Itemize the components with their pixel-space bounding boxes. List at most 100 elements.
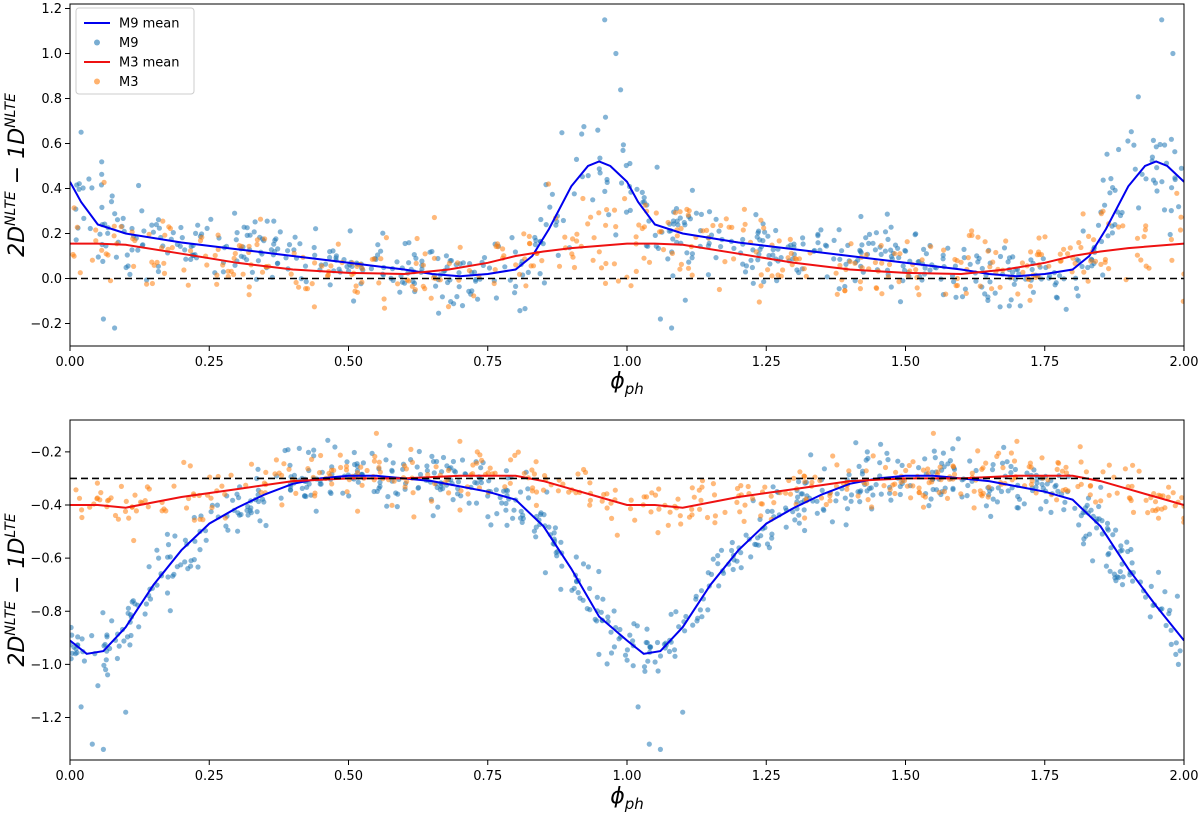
scatter-point-m9 bbox=[1033, 484, 1039, 490]
scatter-point-m9 bbox=[647, 644, 653, 650]
scatter-point-m3 bbox=[1092, 258, 1099, 264]
scatter-point-m3 bbox=[1061, 246, 1067, 252]
scatter-point-m9 bbox=[511, 507, 517, 513]
scatter-point-m3 bbox=[985, 248, 991, 254]
scatter-point-m9 bbox=[105, 672, 111, 678]
scatter-point-m3 bbox=[413, 260, 419, 266]
scatter-point-m3 bbox=[465, 491, 471, 497]
scatter-point-m3 bbox=[596, 210, 602, 216]
scatter-point-m9 bbox=[129, 247, 135, 253]
scatter-point-m9 bbox=[520, 515, 526, 522]
scatter-point-m3 bbox=[236, 243, 242, 249]
scatter-point-m9 bbox=[1149, 154, 1155, 160]
scatter-point-m3 bbox=[376, 280, 382, 286]
scatter-point-m3 bbox=[842, 287, 848, 294]
scatter-point-m9 bbox=[895, 458, 901, 464]
scatter-point-m9 bbox=[748, 554, 754, 560]
scatter-point-m3 bbox=[93, 227, 99, 233]
scatter-point-m9 bbox=[555, 252, 561, 258]
scatter-point-m9 bbox=[183, 256, 189, 262]
scatter-point-m9 bbox=[884, 450, 890, 456]
scatter-point-m3 bbox=[254, 241, 260, 248]
scatter-point-m3 bbox=[1046, 263, 1052, 269]
scatter-point-m9 bbox=[646, 741, 652, 747]
y-axis-title-superscript: LTE bbox=[3, 513, 19, 537]
scatter-point-m9 bbox=[1008, 470, 1014, 476]
scatter-point-m3 bbox=[428, 295, 434, 301]
scatter-point-m9 bbox=[458, 493, 464, 499]
scatter-point-m3 bbox=[359, 482, 365, 488]
scatter-point-m9 bbox=[742, 269, 749, 275]
scatter-point-m3 bbox=[1042, 234, 1048, 240]
scatter-point-m9 bbox=[844, 506, 851, 512]
scatter-point-m9 bbox=[478, 465, 484, 471]
x-axis-title-symbol: ϕ bbox=[610, 369, 625, 394]
scatter-point-m9 bbox=[255, 466, 261, 472]
scatter-point-m3 bbox=[1174, 190, 1180, 196]
scatter-point-m9 bbox=[1055, 488, 1061, 494]
scatter-point-m9 bbox=[1046, 275, 1052, 281]
scatter-point-m3 bbox=[665, 219, 671, 226]
scatter-point-m3 bbox=[604, 207, 610, 213]
scatter-point-m3 bbox=[1028, 481, 1034, 488]
scatter-point-m9 bbox=[494, 510, 500, 517]
scatter-point-m3 bbox=[952, 256, 958, 263]
scatter-point-m9 bbox=[1012, 466, 1019, 473]
scatter-point-m9 bbox=[627, 160, 633, 167]
scatter-point-m3 bbox=[897, 251, 903, 257]
scatter-point-m3 bbox=[797, 469, 803, 475]
legend-marker-swatch bbox=[94, 39, 100, 46]
scatter-point-m3 bbox=[1011, 458, 1018, 464]
scatter-point-m3 bbox=[983, 460, 989, 466]
scatter-point-m3 bbox=[801, 266, 807, 272]
scatter-point-m3 bbox=[913, 267, 919, 273]
scatter-point-m3 bbox=[199, 234, 205, 240]
scatter-point-m9 bbox=[543, 222, 549, 228]
scatter-point-m9 bbox=[878, 251, 884, 257]
scatter-point-m3 bbox=[689, 485, 695, 491]
scatter-point-m9 bbox=[800, 241, 806, 247]
scatter-point-m3 bbox=[817, 478, 823, 484]
scatter-point-m3 bbox=[1170, 490, 1176, 496]
scatter-point-m9 bbox=[848, 498, 854, 504]
scatter-point-m3 bbox=[377, 469, 383, 475]
series-m3-mean-line bbox=[70, 474, 1184, 509]
scatter-point-m3 bbox=[181, 267, 187, 273]
scatter-point-m3 bbox=[208, 495, 214, 501]
scatter-point-m3 bbox=[1078, 459, 1084, 465]
scatter-point-m9 bbox=[600, 596, 606, 602]
scatter-point-m9 bbox=[165, 542, 172, 548]
scatter-point-m9 bbox=[1009, 270, 1016, 276]
scatter-point-m3 bbox=[622, 196, 628, 202]
scatter-point-m3 bbox=[1027, 297, 1033, 303]
scatter-point-m3 bbox=[925, 466, 931, 472]
scatter-point-m9 bbox=[749, 264, 756, 271]
scatter-point-m3 bbox=[259, 269, 266, 275]
scatter-point-m3 bbox=[492, 267, 498, 273]
scatter-point-m3 bbox=[162, 232, 168, 238]
scatter-point-m3 bbox=[710, 481, 717, 487]
scatter-point-m3 bbox=[411, 514, 417, 520]
scatter-point-m9 bbox=[537, 271, 543, 277]
scatter-point-m9 bbox=[652, 232, 658, 238]
scatter-point-m3 bbox=[409, 283, 415, 289]
scatter-point-m9 bbox=[689, 255, 695, 261]
scatter-point-m9 bbox=[397, 289, 403, 295]
scatter-point-m9 bbox=[1052, 282, 1058, 288]
scatter-point-m3 bbox=[305, 466, 311, 472]
scatter-point-m3 bbox=[533, 489, 540, 495]
scatter-point-m3 bbox=[1087, 492, 1093, 498]
scatter-point-m9 bbox=[164, 531, 170, 537]
scatter-point-m9 bbox=[1173, 640, 1179, 646]
scatter-point-m3 bbox=[1129, 483, 1135, 489]
scatter-point-m9 bbox=[223, 523, 229, 529]
scatter-point-m9 bbox=[665, 256, 671, 262]
scatter-point-m9 bbox=[278, 495, 284, 501]
scatter-point-m9 bbox=[922, 265, 928, 271]
scatter-point-m3 bbox=[704, 514, 711, 521]
scatter-point-m9 bbox=[325, 437, 331, 443]
series-m3-mean-line bbox=[70, 242, 1184, 276]
scatter-point-m9 bbox=[127, 271, 133, 277]
scatter-point-m9 bbox=[501, 488, 507, 494]
scatter-point-m9 bbox=[455, 479, 462, 485]
